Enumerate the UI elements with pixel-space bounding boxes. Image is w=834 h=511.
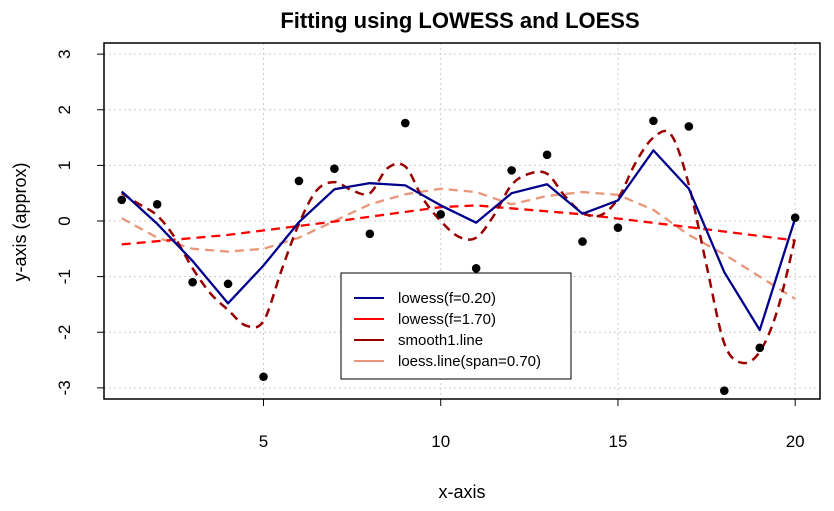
chart-title: Fitting using LOWESS and LOESS — [280, 8, 639, 33]
x-axis-label: x-axis — [438, 482, 485, 502]
series-line-smooth1 — [121, 129, 797, 365]
data-point — [755, 343, 765, 353]
data-point — [649, 116, 658, 126]
data-point — [684, 122, 694, 131]
series-layer — [120, 129, 797, 365]
series-line-lowess-f-0-20 — [120, 149, 797, 332]
points-layer — [117, 116, 800, 395]
legend-label-smooth1: smooth1.line — [398, 332, 483, 349]
data-point — [578, 237, 587, 246]
data-point — [259, 372, 268, 382]
y-tick-label: -3 — [55, 380, 74, 395]
data-point — [400, 118, 410, 128]
x-axis: 5 10 15 20 — [259, 399, 805, 451]
y-tick-label: -2 — [55, 325, 74, 340]
legend-label-loess: loess.line(span=0.70) — [398, 353, 541, 370]
data-point — [330, 164, 339, 174]
data-point — [613, 223, 623, 232]
data-point — [294, 176, 304, 186]
series-line-lowess-f-1-70 — [121, 204, 796, 246]
legend-label-lowess-170: lowess(f=1.70) — [398, 311, 496, 328]
data-point — [223, 279, 233, 289]
y-tick-label: -1 — [55, 269, 74, 284]
data-point — [719, 386, 729, 395]
y-tick-label: 3 — [55, 49, 74, 58]
data-point — [436, 210, 446, 219]
data-point — [471, 263, 481, 273]
data-point — [117, 195, 127, 205]
data-point — [542, 150, 552, 160]
data-point — [152, 200, 162, 209]
x-tick-label: 10 — [431, 432, 450, 451]
data-point — [188, 277, 197, 287]
legend-label-lowess-020: lowess(f=0.20) — [398, 290, 496, 307]
legend: lowess(f=0.20) lowess(f=1.70) smooth1.li… — [340, 272, 572, 380]
data-point — [507, 166, 516, 175]
y-tick-label: 2 — [55, 105, 74, 114]
data-point — [365, 229, 375, 239]
y-tick-label: 0 — [55, 216, 74, 225]
data-point — [790, 213, 800, 222]
x-tick-label: 15 — [608, 432, 627, 451]
y-tick-label: 1 — [55, 161, 74, 170]
y-axis-label: y-axis (approx) — [10, 162, 30, 281]
x-tick-label: 20 — [786, 432, 805, 451]
series-line-loess-line-span-0-70 — [121, 187, 796, 300]
x-tick-label: 5 — [259, 432, 268, 451]
y-axis: -3 -2 -1 0 1 2 3 — [55, 49, 104, 395]
